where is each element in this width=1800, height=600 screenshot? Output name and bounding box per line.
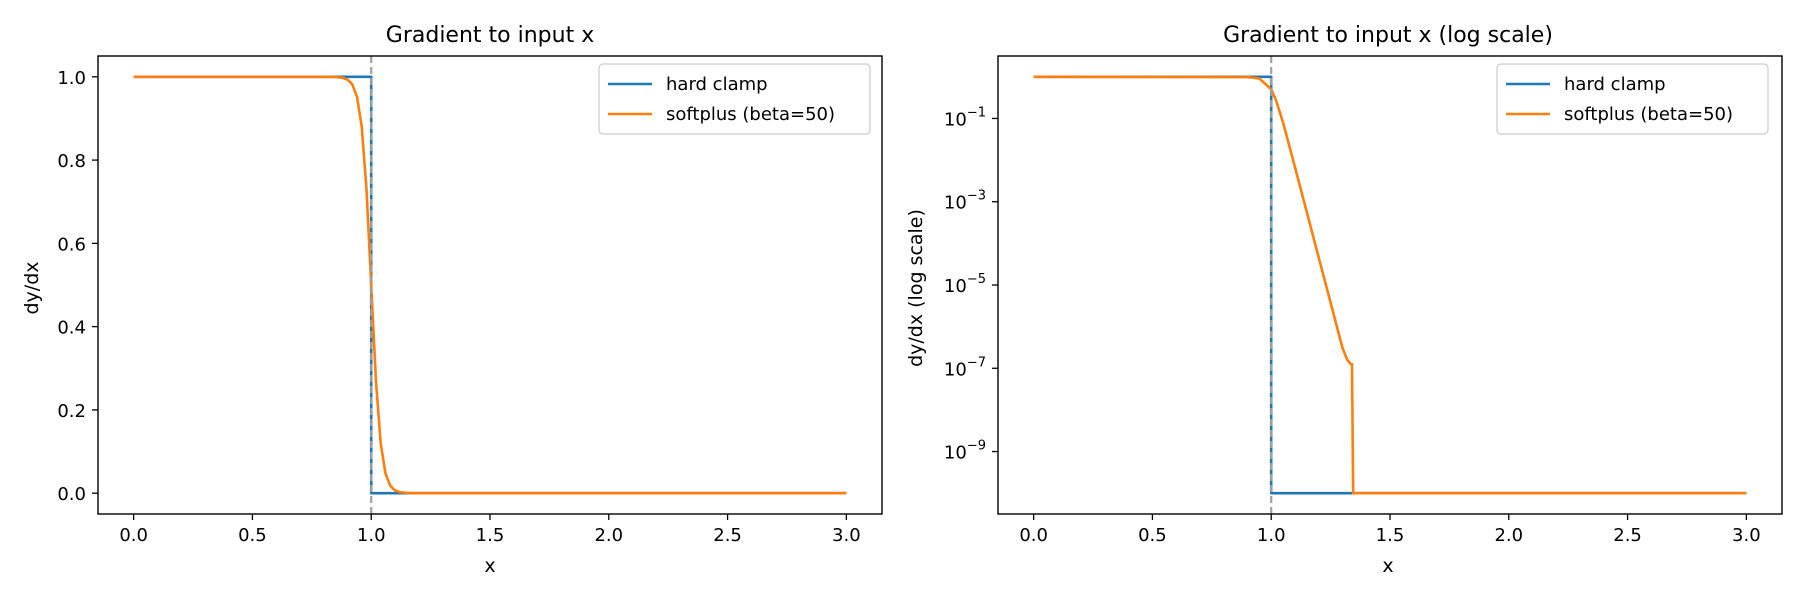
x-tick-label: 0.0 (1019, 525, 1048, 546)
y-tick-label: 0.4 (57, 318, 86, 339)
x-tick-label: 2.5 (1613, 525, 1642, 546)
chart-title: Gradient to input x (386, 23, 594, 48)
x-axis-label: x (1382, 555, 1393, 577)
legend-label-softplus: softplus (beta=50) (1564, 104, 1733, 125)
legend: hard clamp softplus (beta=50) (598, 63, 871, 135)
y-tick-label: 0.2 (57, 401, 86, 422)
x-tick-label: 2.5 (713, 525, 742, 546)
x-tick-label: 0.5 (238, 525, 267, 546)
legend: hard clamp softplus (beta=50) (1496, 63, 1769, 135)
y-tick-label: 10−5 (944, 272, 986, 297)
plot-area (133, 75, 847, 495)
x-tick-label: 1.0 (1257, 525, 1286, 546)
y-tick-label: 0.8 (57, 151, 86, 172)
plot-area (1033, 75, 1747, 495)
y-axis-label: dy/dx (log scale) (905, 209, 927, 367)
series-line-softplus-beta-50 (1033, 75, 1747, 495)
x-tick-label: 0.0 (119, 525, 148, 546)
y-tick-label: 10−9 (944, 439, 986, 464)
y-tick-label: 10−7 (944, 355, 986, 380)
legend-label-softplus: softplus (beta=50) (666, 104, 835, 125)
chart-left: Gradient to input x x dy/dx 0.0 0.5 1.0 1.5… (21, 23, 883, 577)
x-tick-label: 3.0 (1732, 525, 1761, 546)
y-tick-label: 0.0 (57, 484, 86, 505)
y-axis-label: dy/dx (21, 261, 43, 314)
series-line-softplus-beta-50 (133, 75, 847, 495)
x-tick-label: 3.0 (832, 525, 861, 546)
legend-label-hard-clamp: hard clamp (666, 74, 768, 95)
x-tick-label: 1.5 (476, 525, 505, 546)
chart-right: Gradient to input x (log scale) x dy/dx … (905, 23, 1783, 577)
x-tick-label: 2.0 (1494, 525, 1523, 546)
x-tick-label: 2.0 (594, 525, 623, 546)
y-tick-label: 10−1 (944, 105, 986, 130)
x-axis-label: x (484, 555, 495, 577)
chart-title: Gradient to input x (log scale) (1223, 23, 1553, 48)
x-tick-label: 1.0 (357, 525, 386, 546)
x-tick-label: 0.5 (1138, 525, 1167, 546)
y-tick-label: 1.0 (57, 68, 86, 89)
legend-label-hard-clamp: hard clamp (1564, 74, 1666, 95)
legend-frame (598, 63, 871, 135)
x-tick-label: 1.5 (1376, 525, 1405, 546)
y-tick-label: 0.6 (57, 234, 86, 255)
y-tick-label: 10−3 (944, 189, 986, 214)
legend-frame (1496, 63, 1769, 135)
